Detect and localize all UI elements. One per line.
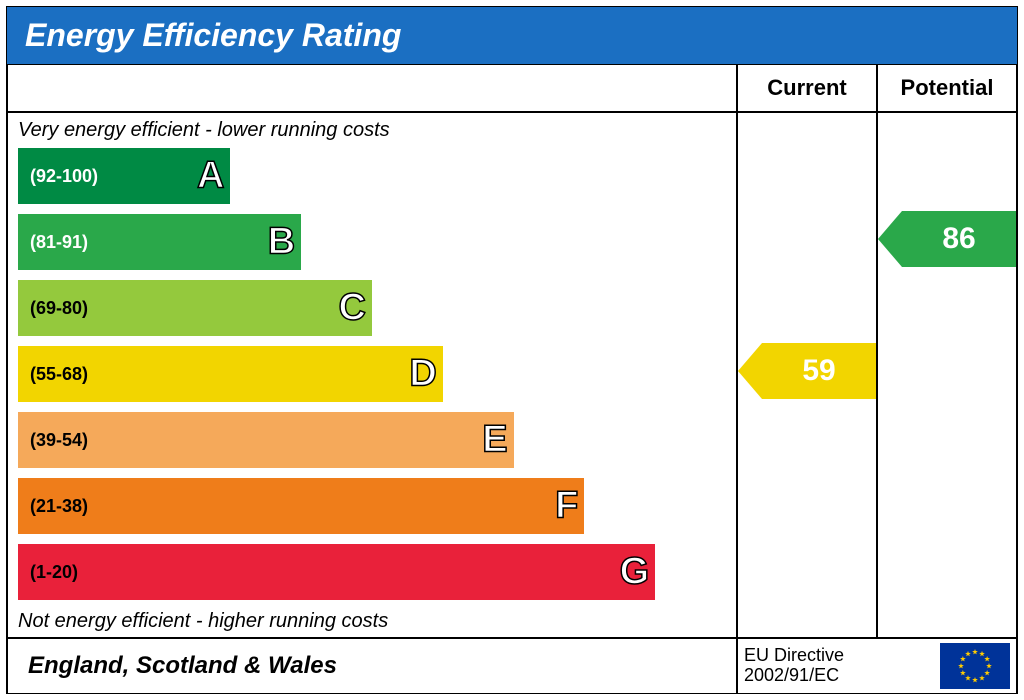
band-bar-g: (1-20) G — [18, 544, 655, 600]
band-range-b: (81-91) — [30, 232, 88, 253]
header-current-text: Current — [767, 75, 846, 101]
caption-efficient: Very energy efficient - lower running co… — [18, 119, 726, 142]
band-row-e: (39-54) E — [18, 412, 726, 468]
marker-potential-arrow-icon — [878, 211, 902, 267]
epc-container: Energy Efficiency Rating Current Potenti… — [6, 6, 1018, 694]
band-letter-a: A — [197, 155, 224, 198]
band-letter-g: G — [620, 551, 650, 594]
header-potential-text: Potential — [901, 75, 994, 101]
band-row-g: (1-20) G — [18, 544, 726, 600]
band-bar-d: (55-68) D — [18, 346, 443, 402]
band-bar-a: (92-100) A — [18, 148, 230, 204]
band-letter-d: D — [409, 353, 436, 396]
band-letter-b: B — [268, 221, 295, 264]
marker-current-value: 59 — [762, 343, 876, 399]
header-current: Current — [737, 64, 877, 112]
band-row-b: (81-91) B — [18, 214, 726, 270]
eu-flag-icon — [940, 643, 1010, 689]
column-current: 59 — [737, 112, 877, 638]
band-letter-c: C — [339, 287, 366, 330]
band-row-a: (92-100) A — [18, 148, 726, 204]
band-range-c: (69-80) — [30, 298, 88, 319]
title-bar: Energy Efficiency Rating — [7, 7, 1017, 64]
band-range-d: (55-68) — [30, 364, 88, 385]
band-letter-f: F — [555, 485, 578, 528]
empty-header-left — [7, 64, 737, 112]
header-potential: Potential — [877, 64, 1017, 112]
band-bar-b: (81-91) B — [18, 214, 301, 270]
column-potential: 86 — [877, 112, 1017, 638]
band-bar-c: (69-80) C — [18, 280, 372, 336]
band-bar-f: (21-38) F — [18, 478, 584, 534]
band-row-f: (21-38) F — [18, 478, 726, 534]
band-range-a: (92-100) — [30, 166, 98, 187]
footer-region: England, Scotland & Wales — [7, 638, 737, 694]
title-text: Energy Efficiency Rating — [25, 17, 401, 53]
band-range-g: (1-20) — [30, 562, 78, 583]
band-row-c: (69-80) C — [18, 280, 726, 336]
epc-grid: Current Potential Very energy efficient … — [7, 64, 1017, 694]
band-range-e: (39-54) — [30, 430, 88, 451]
marker-current-arrow-icon — [738, 343, 762, 399]
footer-directive: EU Directive 2002/91/EC — [737, 638, 1017, 694]
marker-current: 59 — [738, 343, 876, 399]
band-range-f: (21-38) — [30, 496, 88, 517]
directive-line2: 2002/91/EC — [744, 666, 844, 686]
bands-area: Very energy efficient - lower running co… — [7, 112, 737, 638]
caption-inefficient: Not energy efficient - higher running co… — [18, 610, 726, 633]
band-letter-e: E — [482, 419, 507, 462]
directive-text: EU Directive 2002/91/EC — [744, 646, 844, 686]
directive-line1: EU Directive — [744, 646, 844, 666]
marker-potential-value: 86 — [902, 211, 1016, 267]
footer-region-text: England, Scotland & Wales — [28, 652, 337, 680]
band-row-d: (55-68) D — [18, 346, 726, 402]
marker-potential: 86 — [878, 211, 1016, 267]
band-bar-e: (39-54) E — [18, 412, 514, 468]
